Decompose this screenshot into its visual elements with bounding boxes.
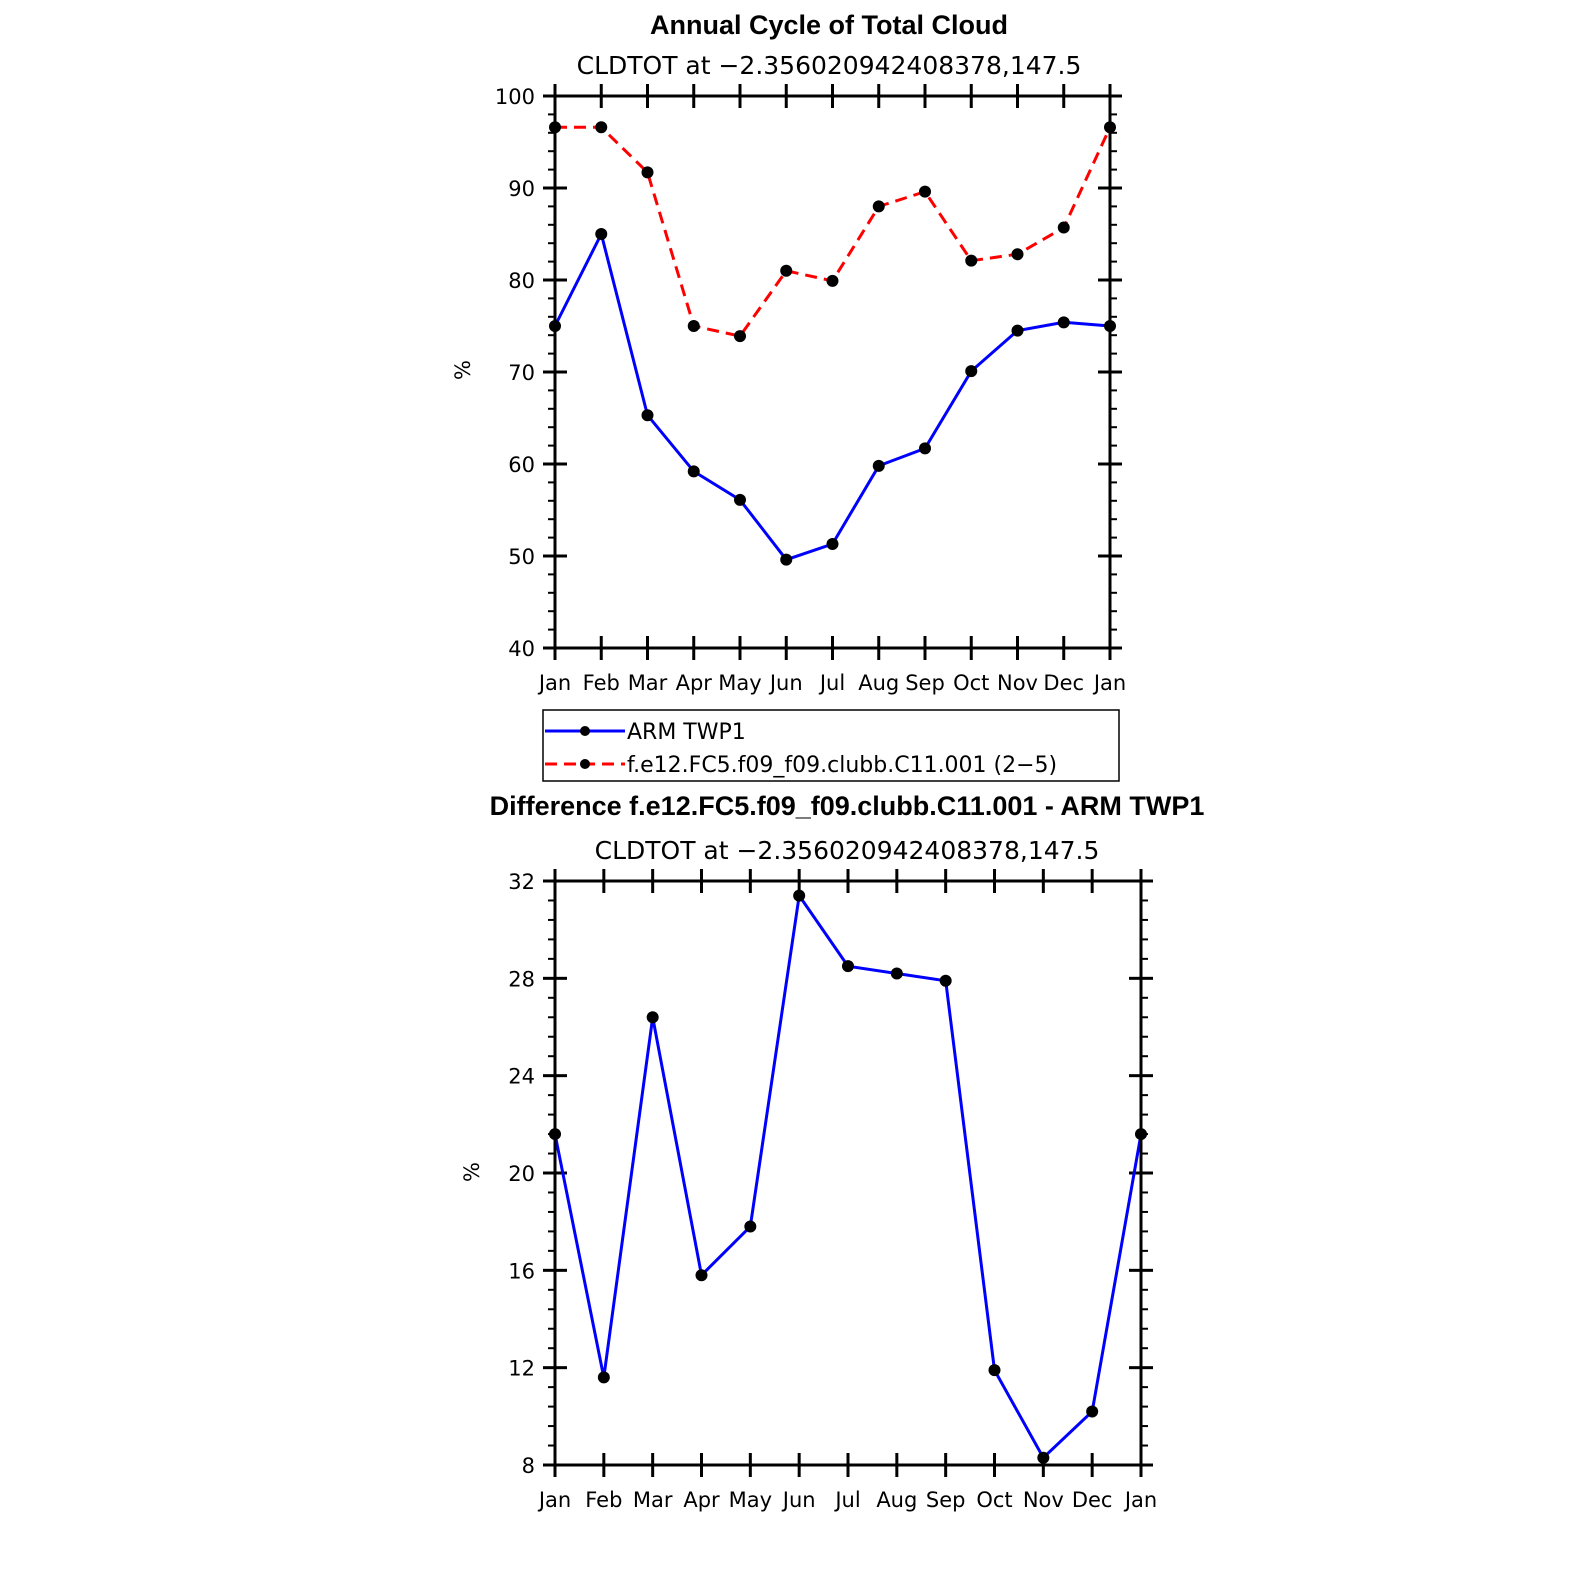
x-tick-label: Jul	[833, 1488, 860, 1512]
axis-ticks	[543, 84, 1122, 660]
plot-frame	[553, 94, 1112, 650]
x-tick-labels: Jan Feb Mar Apr May Jun Jul Aug Sep Oct Nov Dec Jan	[537, 671, 1126, 695]
x-tick-label: Mar	[628, 671, 668, 695]
data-point	[595, 121, 608, 134]
data-point	[646, 1011, 659, 1024]
data-point	[734, 330, 746, 343]
data-point	[988, 1364, 1001, 1377]
x-tick-label: Jul	[818, 671, 845, 695]
x-tick-label: Feb	[585, 1488, 622, 1512]
x-tick-label: Jan	[1123, 1488, 1157, 1512]
data-point	[780, 264, 793, 277]
legend-label-model: f.e12.FC5.f09_f09.clubb.C11.001 (2−5)	[627, 753, 1057, 778]
data-point	[919, 185, 931, 198]
data-point	[939, 974, 952, 987]
data-point	[734, 493, 746, 506]
chart-subtitle: CLDTOT at −2.356020942408378,147.5	[595, 836, 1100, 865]
data-point	[695, 1269, 708, 1282]
x-tick-label: May	[729, 1488, 772, 1512]
x-tick-label: Dec	[1043, 671, 1084, 695]
chart-subtitle: CLDTOT at −2.356020942408378,147.5	[577, 51, 1082, 80]
chart-title: Difference f.e12.FC5.f09_f09.clubb.C11.0…	[490, 791, 1205, 821]
data-point	[965, 365, 978, 378]
x-tick-label: Apr	[676, 671, 713, 695]
y-tick-label: 100	[495, 85, 535, 109]
y-tick-labels: 40 50 60 70 80 90 100	[495, 85, 535, 661]
x-tick-label: Aug	[858, 671, 899, 695]
data-point	[744, 1220, 757, 1233]
x-tick-label: May	[718, 671, 761, 695]
data-point	[793, 889, 806, 902]
data-point	[826, 274, 839, 287]
data-point	[1057, 316, 1070, 329]
data-point	[597, 1371, 610, 1384]
y-axis-label: %	[460, 1162, 484, 1182]
data-point	[919, 442, 931, 455]
y-tick-label: 90	[508, 177, 535, 201]
y-tick-label: 50	[508, 545, 535, 569]
legend-marker-model	[580, 759, 590, 769]
difference-panel: Difference f.e12.FC5.f09_f09.clubb.C11.0…	[460, 791, 1204, 1512]
x-tick-label: Jun	[781, 1488, 816, 1512]
x-tick-labels: Jan Feb Mar Apr May Jun Jul Aug Sep Oct Nov Dec Jan	[537, 1488, 1157, 1512]
x-tick-label: Jan	[1092, 671, 1126, 695]
data-point	[687, 320, 700, 332]
data-point	[842, 960, 854, 973]
plot-frame	[553, 879, 1143, 1467]
data-point	[641, 409, 654, 422]
data-point	[872, 200, 885, 213]
y-tick-label: 8	[522, 1454, 535, 1478]
data-point	[780, 553, 793, 566]
x-tick-label: Mar	[633, 1488, 673, 1512]
x-tick-label: Dec	[1072, 1488, 1113, 1512]
x-tick-label: Sep	[905, 671, 945, 695]
data-point	[872, 459, 885, 472]
legend: ARM TWP1 f.e12.FC5.f09_f09.clubb.C11.001…	[542, 709, 1120, 782]
x-tick-label: Oct	[953, 671, 989, 695]
legend-marker-arm	[580, 726, 590, 736]
y-tick-label: 80	[508, 269, 535, 293]
y-tick-label: 20	[508, 1162, 535, 1186]
y-tick-label: 60	[508, 453, 535, 477]
y-tick-labels: 8 12 16 20 24 28 32	[508, 870, 535, 1478]
data-point	[826, 538, 839, 551]
y-axis-label: %	[451, 360, 475, 380]
data-point	[641, 166, 654, 179]
y-tick-label: 32	[508, 870, 535, 894]
series-line-0	[553, 891, 1143, 1461]
data-point	[965, 254, 978, 267]
x-tick-label: Jan	[537, 671, 571, 695]
data-point	[1037, 1451, 1050, 1464]
series-line-1	[555, 125, 1112, 338]
data-point	[1011, 324, 1024, 337]
y-tick-label: 70	[508, 361, 535, 385]
data-point	[1011, 248, 1024, 261]
legend-label-arm: ARM TWP1	[627, 720, 746, 745]
x-tick-label: Aug	[876, 1488, 917, 1512]
data-point	[595, 228, 608, 240]
data-point	[1057, 221, 1070, 234]
y-tick-label: 40	[508, 637, 535, 661]
x-tick-label: Sep	[926, 1488, 966, 1512]
data-point	[890, 967, 903, 980]
y-tick-label: 28	[508, 967, 535, 991]
series-group	[549, 889, 1147, 1464]
y-tick-label: 16	[508, 1259, 535, 1283]
x-tick-label: Oct	[976, 1488, 1012, 1512]
annual-cycle-panel: Annual Cycle of Total Cloud CLDTOT at −2…	[451, 10, 1126, 695]
data-point	[687, 465, 700, 478]
series-group	[549, 121, 1116, 566]
chart-title: Annual Cycle of Total Cloud	[650, 10, 1008, 40]
x-tick-label: Jan	[537, 1488, 571, 1512]
y-tick-label: 12	[508, 1357, 535, 1381]
data-point	[1086, 1405, 1099, 1418]
legend-box	[542, 709, 1120, 782]
y-tick-label: 24	[508, 1065, 535, 1089]
x-tick-label: Feb	[583, 671, 620, 695]
x-tick-label: Apr	[683, 1488, 720, 1512]
x-tick-label: Nov	[997, 671, 1038, 695]
x-tick-label: Jun	[768, 671, 803, 695]
x-tick-label: Nov	[1023, 1488, 1064, 1512]
